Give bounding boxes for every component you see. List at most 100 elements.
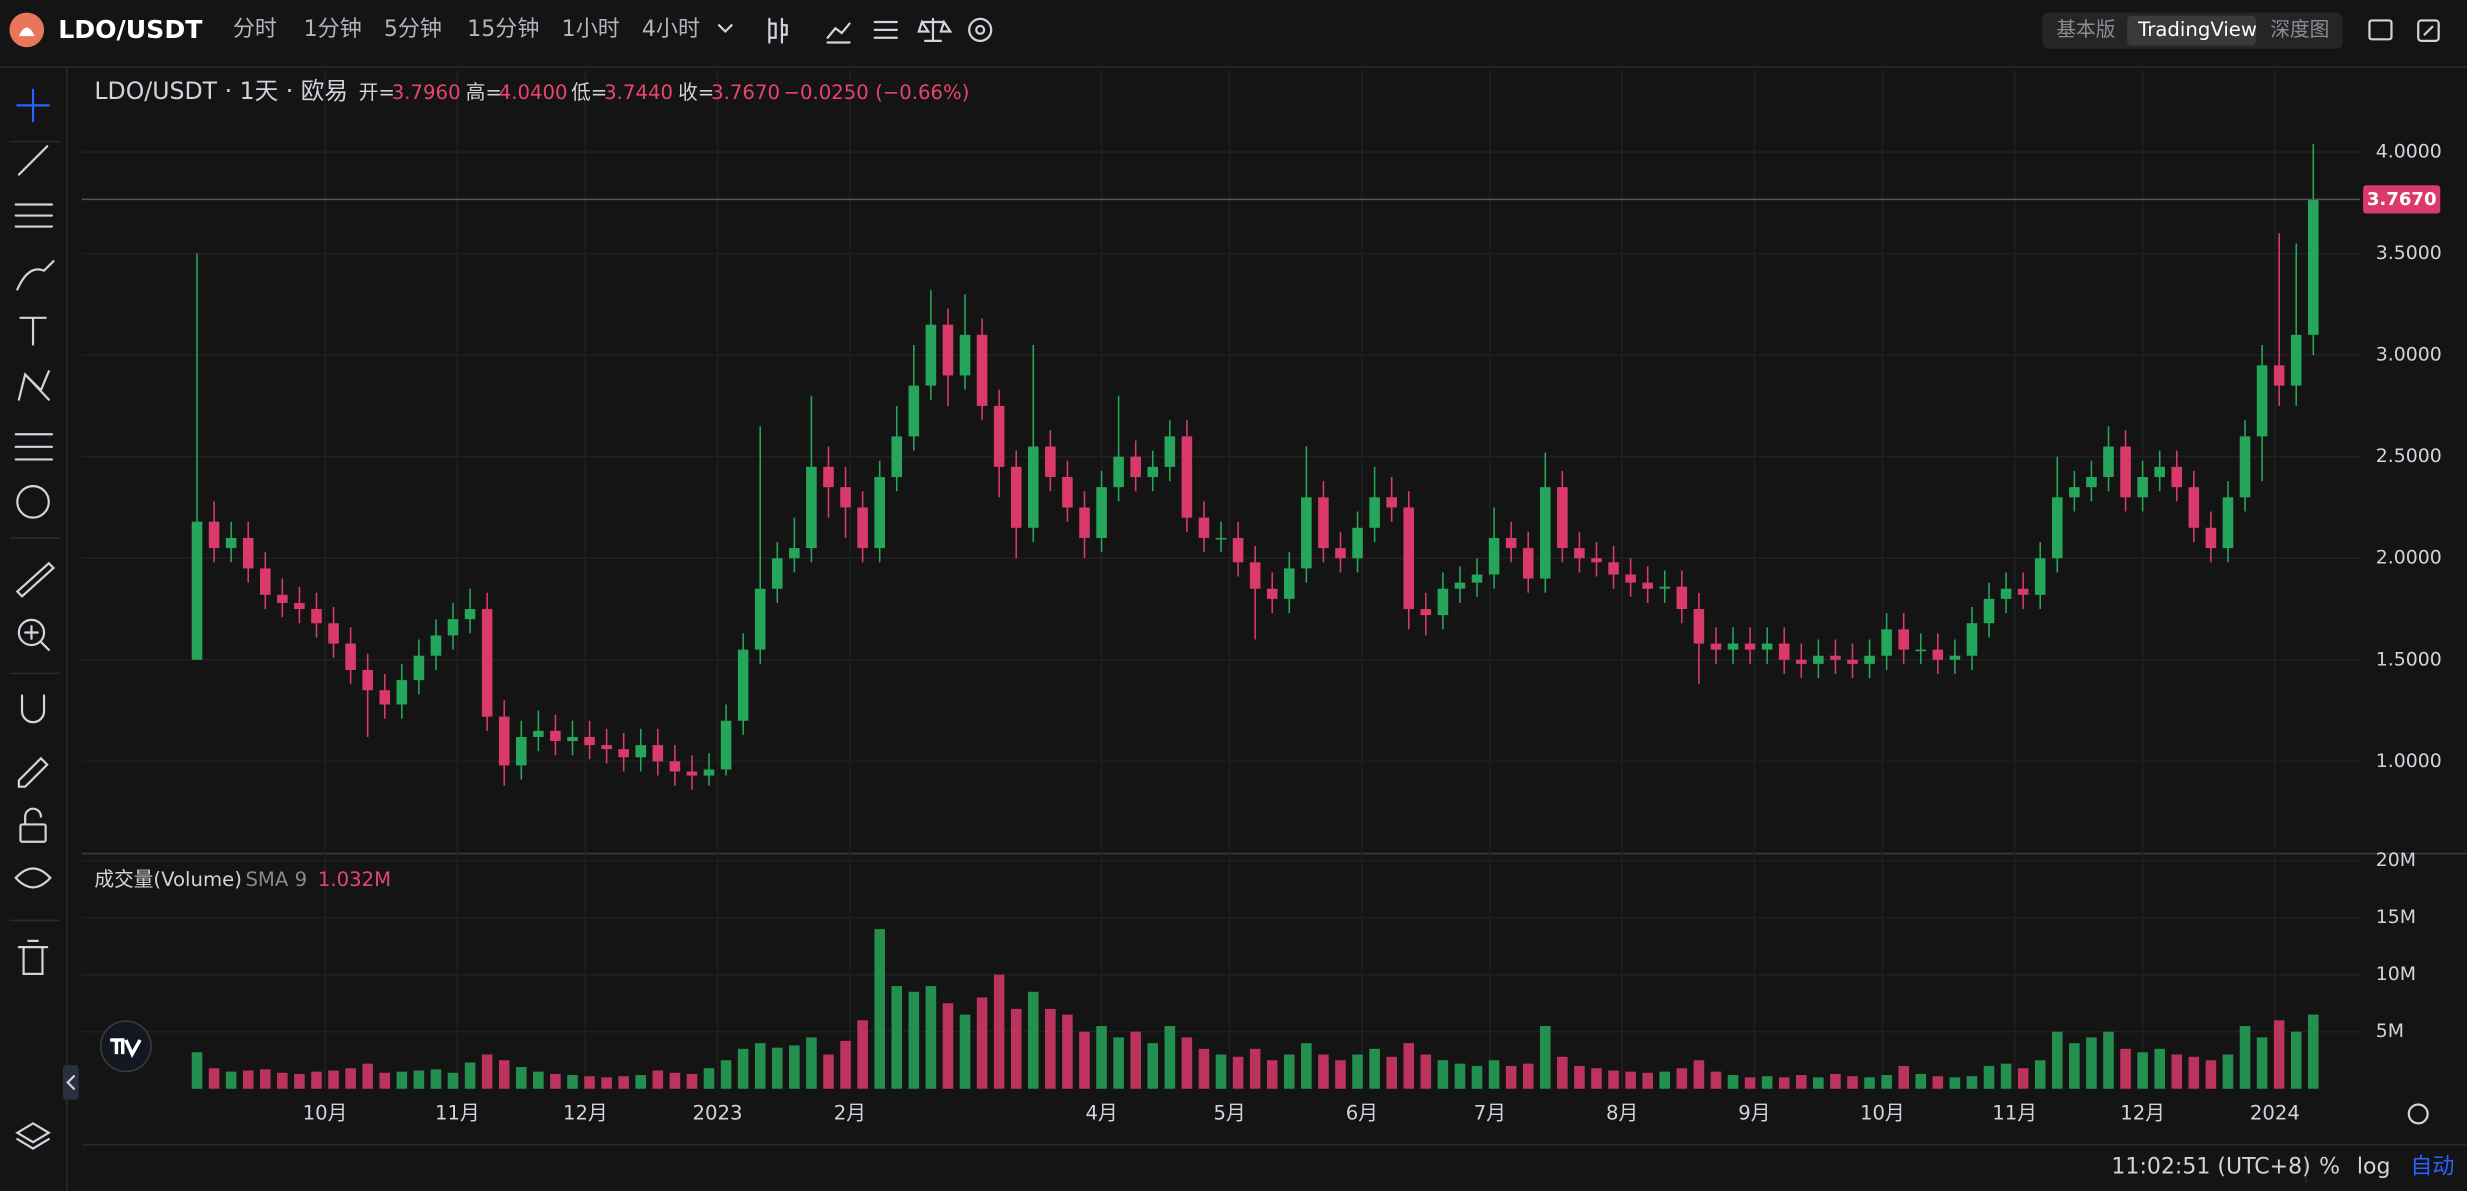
- candle-body: [1164, 436, 1176, 467]
- x-tick-label: 10月: [1860, 1101, 1905, 1124]
- grid: [81, 70, 2361, 1089]
- symbol[interactable]: LDO/USDT: [58, 14, 203, 45]
- interval[interactable]: 1分钟: [303, 17, 362, 43]
- volume-bar: [1249, 1048, 1261, 1089]
- candle-body: [1454, 582, 1466, 589]
- magnet-tool[interactable]: [20, 694, 46, 724]
- view-option[interactable]: 深度图: [2270, 17, 2330, 41]
- volume-bar: [1113, 1037, 1124, 1089]
- volume-bar: [1659, 1071, 1671, 1089]
- candle-body: [1045, 446, 1056, 478]
- volume-bar: [2256, 1037, 2268, 1089]
- candle-body: [1198, 517, 1210, 538]
- fullscreen-icon[interactable]: [2417, 19, 2440, 43]
- indicators-icon[interactable]: [826, 22, 851, 44]
- volume-bar: [242, 1070, 254, 1089]
- collapse-button[interactable]: [62, 1065, 79, 1100]
- zoom-tool[interactable]: [17, 618, 46, 647]
- candle-body: [464, 609, 476, 620]
- candle-body: [925, 324, 937, 386]
- volume-bar: [1386, 1056, 1397, 1089]
- volume-bar: [567, 1075, 578, 1089]
- x-tick-label: 12月: [2120, 1101, 2165, 1124]
- volume-bar: [1232, 1056, 1244, 1089]
- interval[interactable]: 1小时: [561, 17, 620, 43]
- trendline-tool[interactable]: [17, 145, 49, 176]
- candle-body: [737, 649, 749, 721]
- candle-body: [2154, 466, 2165, 478]
- x-tick-label: 12月: [563, 1101, 608, 1124]
- view-option[interactable]: TradingView: [2138, 17, 2258, 41]
- volume-bar: [2290, 1031, 2302, 1089]
- layers-tool[interactable]: [15, 1122, 51, 1150]
- percent-toggle[interactable]: %: [2319, 1154, 2341, 1181]
- emoji-tool[interactable]: [16, 485, 50, 519]
- volume-bar: [533, 1071, 544, 1089]
- layout-icon[interactable]: [2368, 19, 2393, 41]
- delete-tool[interactable]: [17, 939, 49, 975]
- prediction-tool[interactable]: [14, 433, 54, 461]
- volume-bar: [1318, 1054, 1329, 1089]
- lock-tool[interactable]: [19, 823, 47, 843]
- x-tick-label: 2月: [834, 1101, 866, 1124]
- interval[interactable]: 4小时: [641, 17, 701, 43]
- candle-type-icon[interactable]: [768, 17, 788, 44]
- x-tick-label: 7月: [1474, 1101, 1506, 1124]
- templates-icon[interactable]: [873, 20, 898, 39]
- volume-bar: [806, 1037, 817, 1089]
- candle-body: [1318, 497, 1329, 549]
- axis-settings[interactable]: [2407, 1103, 2429, 1125]
- candle-body: [686, 771, 698, 776]
- tv-logo[interactable]: [99, 1020, 152, 1073]
- volume-bar: [1744, 1077, 1756, 1089]
- auto-toggle[interactable]: 自动: [2410, 1154, 2455, 1181]
- candle-body: [754, 588, 766, 650]
- settings-icon[interactable]: [968, 17, 993, 43]
- candle-body: [550, 730, 561, 742]
- x-tick-label: 2023: [693, 1101, 743, 1124]
- volume-bar: [976, 997, 988, 1089]
- hide-tool[interactable]: [14, 867, 52, 889]
- interval[interactable]: 分时: [232, 17, 277, 43]
- candle-body: [635, 745, 647, 758]
- volume-bar: [601, 1077, 612, 1089]
- volume-bar: [1813, 1077, 1824, 1089]
- fib-tool[interactable]: [14, 203, 54, 228]
- left-toolbar: [14, 88, 2429, 1150]
- ruler-tool[interactable]: [15, 561, 56, 598]
- volume-bar: [1574, 1065, 1585, 1089]
- compare-icon[interactable]: [917, 17, 953, 43]
- crosshair-tool[interactable]: [16, 88, 50, 123]
- candle-body: [225, 537, 237, 549]
- volume-bar: [925, 986, 937, 1089]
- candle-body: [1642, 582, 1653, 589]
- pattern-tool[interactable]: [17, 370, 50, 401]
- brush-tool[interactable]: [16, 260, 55, 291]
- volume-bar: [857, 1020, 868, 1089]
- volume-bar: [1130, 1031, 1141, 1089]
- volume-bar: [225, 1071, 237, 1089]
- volume-bar: [413, 1070, 425, 1089]
- clock: 11:02:51 (UTC+8): [2111, 1154, 2311, 1181]
- candle-body: [430, 635, 442, 656]
- volume-bar: [1847, 1076, 1858, 1089]
- candle-body: [891, 436, 903, 478]
- candle-body: [1608, 562, 1619, 575]
- candle-body: [601, 745, 612, 750]
- view-option[interactable]: 基本版: [2056, 17, 2116, 41]
- candle-body: [1795, 659, 1807, 664]
- candle-body: [806, 466, 817, 549]
- candle-body: [447, 619, 459, 636]
- interval[interactable]: 5分钟: [383, 17, 442, 43]
- interval[interactable]: 15分钟: [467, 17, 540, 43]
- text-tool[interactable]: [19, 316, 47, 346]
- candle-body: [976, 334, 988, 406]
- log-toggle[interactable]: log: [2356, 1154, 2391, 1181]
- draw-lock-tool[interactable]: [17, 756, 49, 788]
- volume-bar: [396, 1071, 408, 1089]
- volume-bar: [2273, 1020, 2285, 1089]
- interval-dropdown[interactable]: [717, 24, 733, 34]
- candle-body: [567, 736, 578, 742]
- candle-body: [1403, 507, 1415, 610]
- volume-bar: [2034, 1060, 2046, 1089]
